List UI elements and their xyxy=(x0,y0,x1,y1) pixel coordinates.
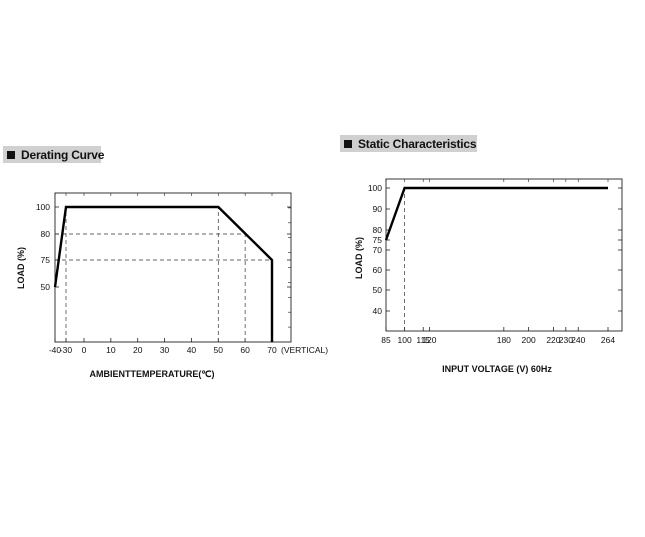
static-series-line xyxy=(384,186,608,241)
x-tick-label: -30 xyxy=(60,345,73,355)
derating-curve-header: Derating Curve xyxy=(3,146,105,163)
y-tick-label: 75 xyxy=(373,235,383,245)
x-tick-label: 30 xyxy=(160,345,170,355)
x-tick-label: 115 xyxy=(416,335,430,345)
x-tick-label: 85 xyxy=(381,335,391,345)
x-tick-label: 50 xyxy=(214,345,224,355)
x-tick-label: 70 xyxy=(267,345,277,355)
y-tick-label: 100 xyxy=(368,183,382,193)
y-tick-label: 40 xyxy=(373,306,383,316)
square-bullet-icon xyxy=(344,139,352,148)
y-tick-label: 80 xyxy=(373,225,383,235)
x-tick-label: 220 xyxy=(546,335,560,345)
static-characteristics-header: Static Characteristics xyxy=(340,135,477,152)
plot-frame xyxy=(385,178,623,332)
x-tick-label: 120 xyxy=(422,335,436,345)
derating-series-line xyxy=(53,205,274,342)
x-axis-label: INPUT VOLTAGE (V) 60Hz xyxy=(442,364,552,374)
square-bullet-icon xyxy=(7,150,15,159)
x-axis-label: AMBIENTTEMPERATURE(℃) xyxy=(90,369,215,379)
x-tick-label: 264 xyxy=(601,335,615,345)
y-axis-label: LOAD (%) xyxy=(16,247,26,289)
x-tick-label: 230 xyxy=(559,335,573,345)
x-tick-label: -40 xyxy=(49,345,62,355)
static-characteristics-title: Static Characteristics xyxy=(358,136,477,151)
y-tick-label: 50 xyxy=(373,285,383,295)
y-tick-label: 75 xyxy=(41,255,51,265)
x-tick-label: 200 xyxy=(522,335,536,345)
x-tick-label: 40 xyxy=(187,345,197,355)
y-tick-label: 80 xyxy=(41,229,51,239)
y-tick-label: 90 xyxy=(373,204,383,214)
y-tick-label: 50 xyxy=(41,282,51,292)
y-tick-label: 70 xyxy=(373,245,383,255)
y-tick-label: 60 xyxy=(373,265,383,275)
x-axis-suffix: (VERTICAL) xyxy=(281,345,328,355)
x-tick-label: 20 xyxy=(133,345,143,355)
y-tick-label: 100 xyxy=(36,202,50,212)
derating-curve-chart: 50 75 80 100 -40-30 0 10 20 30 40 50 60 70 (VERTICAL)… xyxy=(16,192,328,379)
y-axis-label: LOAD (%) xyxy=(354,237,364,279)
derating-curve-title: Derating Curve xyxy=(21,147,105,162)
x-tick-label: 0 xyxy=(82,345,87,355)
x-tick-label: 10 xyxy=(106,345,116,355)
x-tick-label: 100 xyxy=(398,335,412,345)
plot-frame xyxy=(54,192,292,343)
x-tick-label: 240 xyxy=(571,335,585,345)
x-tick-label: 60 xyxy=(240,345,250,355)
x-tick-label: 180 xyxy=(497,335,511,345)
